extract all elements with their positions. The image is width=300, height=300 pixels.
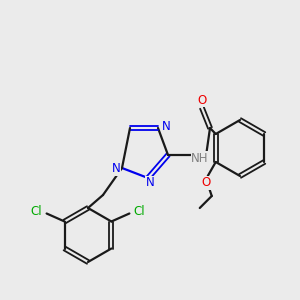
Text: O: O [201,176,210,190]
Text: NH: NH [191,152,209,164]
Text: Cl: Cl [31,205,42,218]
Text: Cl: Cl [134,205,145,218]
Text: O: O [197,94,207,106]
Text: N: N [162,119,170,133]
Text: N: N [112,163,120,176]
Text: N: N [146,176,154,190]
